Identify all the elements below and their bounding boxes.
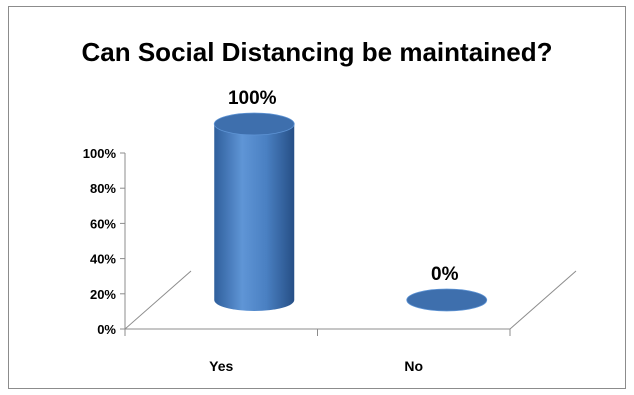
bar-body <box>214 124 294 311</box>
bar-yes <box>214 113 294 311</box>
y-tick-label: 60% <box>90 216 116 231</box>
chart-title: Can Social Distancing be maintained? <box>82 37 553 67</box>
y-tick-label: 100% <box>83 146 117 161</box>
y-axis-ticks: 0% 20% 40% 60% 80% 100% <box>83 146 125 337</box>
bar-top <box>214 113 294 135</box>
y-tick-label: 0% <box>97 322 116 337</box>
bar-top <box>407 289 487 311</box>
floor-left-edge <box>125 271 191 329</box>
y-tick-label: 40% <box>90 252 116 267</box>
axes <box>125 153 576 329</box>
y-tick-label: 20% <box>90 287 116 302</box>
data-label: 0% <box>431 264 459 285</box>
y-tick-label: 80% <box>90 181 116 196</box>
floor-right-edge <box>510 271 576 329</box>
data-label: 100% <box>228 88 277 109</box>
bar-no <box>407 289 487 311</box>
x-category-label: Yes <box>209 358 233 374</box>
x-axis-categories: Yes No <box>125 329 510 374</box>
x-category-label: No <box>404 358 423 374</box>
